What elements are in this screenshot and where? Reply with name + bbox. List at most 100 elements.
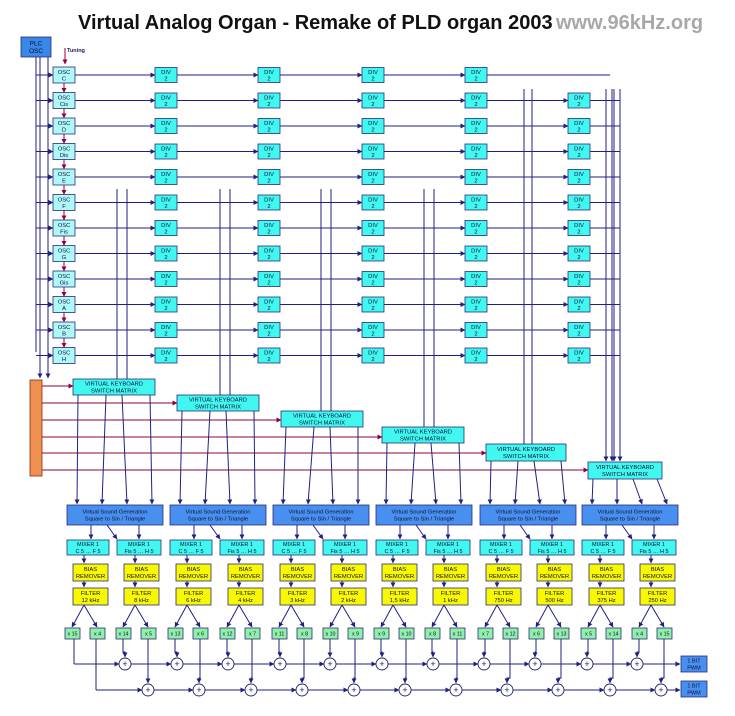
div-block-shape [464,220,488,236]
div-block-label: 2 [267,153,270,159]
filter-block-label: 4 kHz [238,598,253,604]
plc-osc-block-label: OSC [29,48,43,55]
bias-remover-block-shape [72,563,109,582]
mixer-block-low: MIXER 1C 5 … F 5 [169,539,213,556]
gain-block-label: x 8 [429,631,436,637]
div-block-label: DIV [471,223,481,229]
div-block-shape [361,67,385,83]
div-block-label: 2 [577,255,580,261]
div-block-label: DIV [574,95,584,101]
div-block-shape [154,347,178,364]
div-block-label: DIV [368,197,378,203]
mixer-block-low-label: C 5 … F 5 [281,549,306,555]
bias-remover-block-label: REMOVER [436,574,465,580]
gain-block-label: x 7 [249,631,256,637]
gain-block-label: x 6 [533,631,540,637]
gain-block-shape [528,627,545,640]
div-block-shape [567,271,591,287]
osc-block-fis-label: Fis [60,229,68,235]
div-block-shape [154,322,178,338]
filter-block-label: 250 Hz [648,598,666,604]
gain-block-label: x 6 [197,631,204,637]
filter-block-label: FILTER [494,591,514,597]
sound-generation-block-label: Virtual Sound Generation [289,510,354,516]
filter-block-label: 6 kHz [186,598,201,604]
div-block-label: 2 [577,280,580,286]
mixer-block-high-label: MIXER 1 [334,542,356,548]
sum-node-symbol: + [532,659,537,669]
gain-block: x 10 [398,627,415,640]
div-block-label: 2 [474,204,477,210]
mixer-block-high-shape [529,539,575,556]
sum-node-circle [630,657,644,671]
osc-block-d-label: OSC [58,121,71,127]
div-block-shape [361,118,385,134]
div-block-label: DIV [574,350,584,356]
div-block-shape [154,194,178,211]
sum-node: + [221,657,235,671]
div-block-label: DIV [471,172,481,178]
div-block-label: 2 [474,153,477,159]
sum-node: + [477,657,491,671]
soundgen-to-mixer-line [209,524,221,540]
gain-block-shape [347,627,364,640]
mixer-block-low: MIXER 1C 5 … F 5 [66,539,110,556]
div-block-shape [361,322,385,338]
mixer-block-high-label: Fis 5 … H 5 [537,549,566,555]
osc-block-fis-label: OSC [58,223,71,229]
sum-node-symbol: + [351,685,356,695]
div-block-label: DIV [574,325,584,331]
filter-block-label: FILTER [236,591,256,597]
osc-block-c-shape [52,66,76,84]
gain-block-shape [322,627,339,640]
filter-block-label: 1,5 kHz [390,598,410,604]
filter-block-shape [485,587,522,606]
div-block-shape [464,143,488,160]
bias-remover-block-label: REMOVER [643,574,672,580]
sum-node: + [192,683,206,697]
div-block-label: DIV [574,121,584,127]
filter-to-gain-line [122,604,136,628]
div-block-label: DIV [161,146,171,152]
gain-to-sum-line [481,639,487,658]
mixer-block-high-label: MIXER 1 [437,542,459,548]
filter-block-shape [227,587,264,606]
matrix-output-line [121,394,130,505]
div-block-label: DIV [161,121,171,127]
matrix-output-line [430,442,439,505]
keyboard-switch-matrix-label: VIRTUAL KEYBOARD [497,447,555,453]
div-block-label: DIV [161,299,171,305]
pwm-output-block-1-label: 1 BIT [687,659,701,665]
sum-node-symbol: + [196,685,201,695]
keyboard-switch-matrix-label: SWITCH MATRIX [602,472,648,478]
div-block-label: DIV [264,350,274,356]
